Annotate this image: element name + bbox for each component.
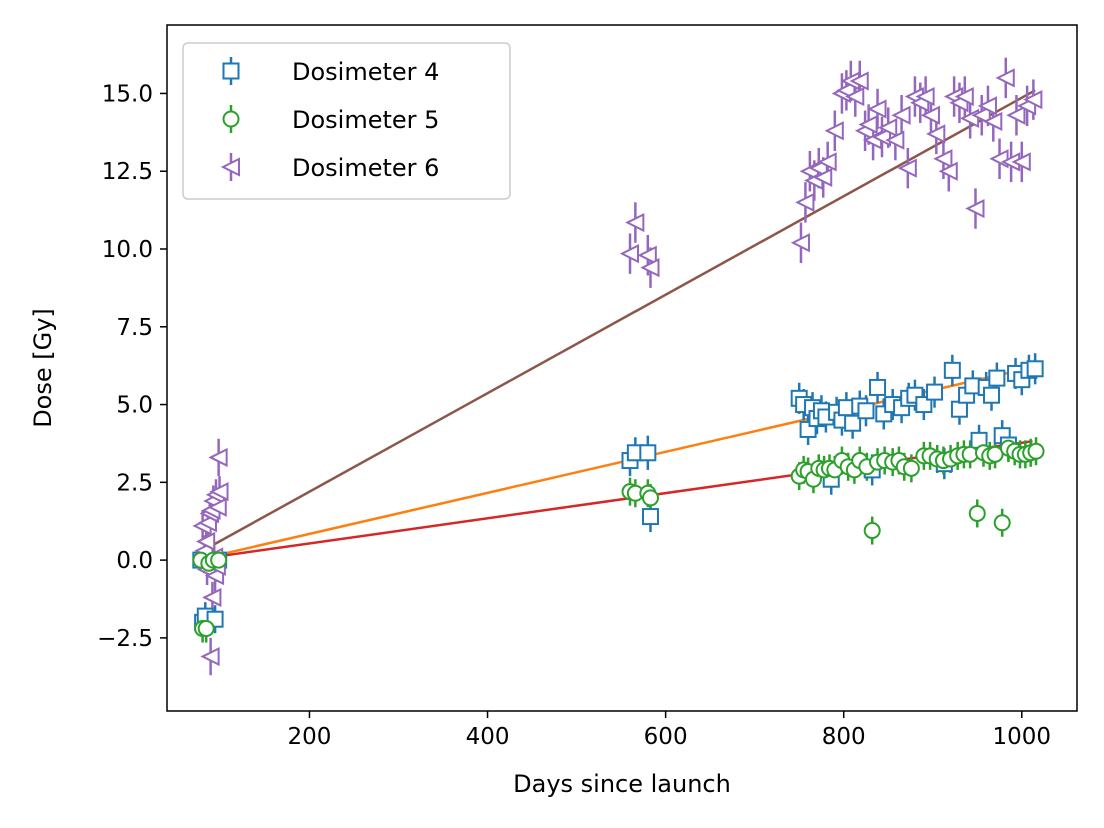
data-point: [210, 551, 228, 569]
data-point: [844, 414, 862, 432]
data-point: [869, 378, 887, 396]
y-tick-label: 15.0: [102, 81, 153, 107]
data-point: [988, 369, 1006, 387]
data-point: [639, 444, 657, 462]
data-point: [849, 71, 869, 91]
legend-label: Dosimeter 4: [292, 58, 439, 86]
data-point: [845, 86, 865, 107]
y-tick-label: 0.0: [116, 548, 153, 574]
legend: Dosimeter 4 Dosimeter 5 Dosimeter 6: [182, 42, 511, 200]
data-point: [1006, 105, 1026, 125]
data-point: [877, 118, 898, 138]
data-point: [915, 86, 935, 107]
x-tick-label: 600: [644, 724, 688, 750]
data-point: [1027, 442, 1045, 460]
x-axis-ticks: 200 400 600 800 1000: [288, 711, 1052, 750]
data-point: [790, 233, 810, 253]
data-markers: [192, 68, 1045, 667]
data-point: [871, 127, 891, 147]
data-point: [954, 86, 974, 107]
data-point: [637, 245, 657, 265]
data-point: [897, 158, 917, 178]
data-point: [977, 96, 997, 116]
data-point: [195, 531, 216, 552]
data-point: [812, 167, 833, 188]
data-point: [926, 124, 946, 144]
data-point: [885, 130, 905, 150]
data-point: [965, 198, 985, 219]
data-point: [943, 361, 961, 379]
data-point: [625, 212, 645, 233]
legend-label: Dosimeter 5: [292, 106, 439, 134]
legend-marker: [222, 62, 240, 80]
data-point: [1011, 152, 1031, 172]
y-axis-ticks: −2.5 0.0 2.5 5.0 7.5 10.0 12.5 15.0: [97, 81, 167, 652]
data-point: [933, 149, 953, 169]
y-tick-label: 5.0: [116, 393, 153, 419]
data-point: [857, 402, 875, 420]
data-point: [867, 99, 887, 119]
data-point: [209, 482, 229, 502]
x-tick-label: 1000: [993, 724, 1052, 750]
plot-frame: [166, 24, 1078, 712]
data-point: [938, 161, 958, 181]
data-point: [968, 504, 986, 522]
x-tick-label: 800: [822, 724, 866, 750]
data-point: [200, 646, 220, 667]
data-point: [795, 192, 815, 212]
data-point: [817, 152, 837, 172]
fit-line-3: [202, 89, 1036, 552]
data-point: [926, 383, 944, 401]
data-point: [993, 514, 1011, 532]
data-point: [902, 459, 920, 477]
data-point: [640, 258, 660, 278]
y-axis-title: Dose [Gy]: [29, 308, 57, 428]
data-point: [971, 105, 991, 125]
x-axis-title: Days since launch: [513, 770, 731, 798]
legend-box: [182, 42, 511, 200]
data-point: [208, 447, 228, 468]
data-point: [863, 522, 881, 540]
legend-marker: [220, 157, 240, 177]
legend-label: Dosimeter 6: [292, 154, 439, 182]
data-point: [950, 400, 968, 418]
data-point: [983, 386, 1001, 404]
data-point: [986, 445, 1004, 463]
x-tick-label: 400: [466, 724, 510, 750]
data-point: [983, 111, 1003, 132]
data-point: [619, 244, 640, 264]
y-tick-label: 10.0: [102, 237, 153, 263]
data-point: [1023, 90, 1043, 110]
x-tick-label: 200: [288, 724, 332, 750]
y-tick-label: 2.5: [116, 470, 153, 496]
data-point: [641, 508, 659, 526]
y-tick-label: 12.5: [102, 159, 153, 185]
data-point: [920, 105, 940, 125]
data-point: [197, 620, 215, 638]
data-point: [202, 587, 222, 608]
data-point: [891, 105, 911, 125]
y-tick-label: −2.5: [97, 626, 153, 652]
data-point: [641, 489, 659, 507]
data-point: [1026, 360, 1044, 378]
data-point: [858, 114, 878, 135]
data-point: [207, 497, 227, 517]
legend-marker: [222, 110, 240, 128]
data-point: [995, 68, 1015, 88]
y-tick-label: 7.5: [116, 315, 153, 341]
data-point: [915, 396, 933, 414]
data-point: [824, 121, 844, 141]
